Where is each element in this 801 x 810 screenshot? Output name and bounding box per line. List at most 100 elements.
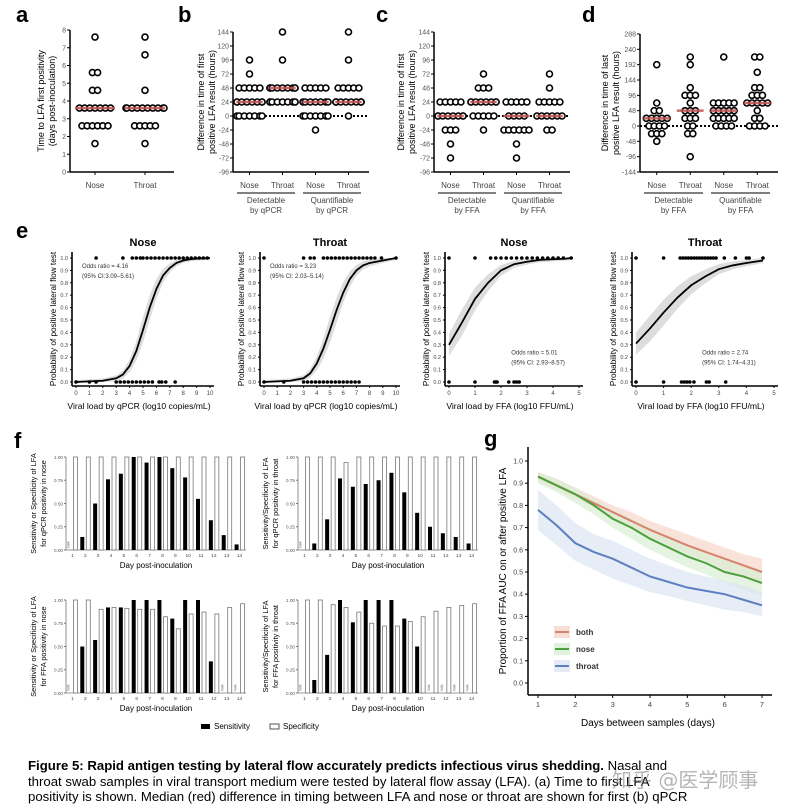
sensitivity-bar <box>157 457 162 550</box>
x-tick-label: 4 <box>110 553 113 559</box>
x-tick-label: 3 <box>115 391 119 397</box>
x-tick-label: 10 <box>185 553 191 559</box>
specificity-bar <box>137 608 143 694</box>
positive-point <box>634 256 638 260</box>
negative-point <box>114 380 118 384</box>
specificity-bar <box>188 456 194 551</box>
data-point <box>91 33 99 41</box>
data-point <box>258 112 266 120</box>
y-tick-label: 0.7 <box>248 293 256 299</box>
y-tick-label: 0.1 <box>620 368 628 374</box>
y-tick-label: 0.6 <box>60 306 68 312</box>
sensitivity-legend-label: Sensitivity <box>214 722 250 731</box>
x-tick-label: Throat <box>472 181 496 190</box>
sensitivity-bar <box>144 600 149 693</box>
x-tick-label: 6 <box>135 553 138 559</box>
y-tick-label: 24 <box>221 100 229 107</box>
x-tick-label: 13 <box>224 553 230 559</box>
x-tick-label: 4 <box>342 553 345 559</box>
logistic-plot-e2: 0.0 0.1 0.2 0.3 0.4 0.5 0.6 0.7 0.8 0.9 1.0 0 1 2 3 4 5 6… <box>237 237 400 411</box>
y-tick-label: 240 <box>624 47 636 54</box>
y-tick-label: 0.4 <box>433 330 441 336</box>
negative-point <box>142 380 147 384</box>
bar-plot-f1: 0.000.250.500.751.00N/A1 2 3 4 5 6 7 8 9 10 11 12 13… <box>29 453 246 570</box>
positive-point <box>394 256 398 260</box>
negative-point <box>126 380 131 384</box>
y-tick-label: 144 <box>217 30 229 37</box>
data-point <box>727 122 736 130</box>
negative-point <box>447 380 451 384</box>
y-tick-label: 1.0 <box>248 256 256 262</box>
line-plot-g: 0.0 0.1 0.2 0.3 0.4 0.5 0.6 0.7 0.8 0.9 1.0 1 2 3 4 5 6 7… <box>498 447 772 729</box>
data-point <box>490 112 498 120</box>
series-line-throat <box>537 509 763 607</box>
positive-point <box>197 256 202 260</box>
bar-plot-f4: 0.000.250.500.751.00N/A1 2 3 4 5 6 7 8 9 10N/A11N… <box>261 598 478 713</box>
sensitivity-bar <box>208 520 213 550</box>
plot-title: Nose <box>501 237 528 249</box>
data-point <box>652 60 661 69</box>
sensitivity-bar <box>402 618 407 693</box>
sensitivity-bar <box>363 600 368 693</box>
y-tick-label: -24 <box>219 128 229 135</box>
x-tick-label: 7 <box>380 553 383 559</box>
x-axis-label: Viral load by qPCR (log10 copies/mL) <box>67 401 210 411</box>
y-label-line1: Sensitivity or Specificity of LFA <box>29 453 38 554</box>
x-tick-label: 3 <box>329 696 332 702</box>
x-tick-label: 5 <box>123 553 126 559</box>
data-point <box>730 114 738 123</box>
positive-point <box>361 256 365 260</box>
data-point <box>479 126 488 134</box>
sensitivity-bar <box>144 462 149 550</box>
data-point <box>344 56 353 64</box>
x-tick-label: 2 <box>316 553 319 559</box>
y-tick-label: 96 <box>221 58 229 65</box>
y-tick-label: 0.5 <box>620 318 628 324</box>
data-point <box>730 99 738 107</box>
panel-letter-g: g <box>484 426 498 451</box>
sensitivity-bar <box>170 618 175 693</box>
sensitivity-bar <box>131 457 136 550</box>
x-tick-label: 11 <box>431 696 436 702</box>
y-tick-label: -144 <box>622 170 636 177</box>
y-tick-label: 0.1 <box>60 368 68 374</box>
odds-ratio-label: Odds ratio = 3.23 <box>270 264 317 270</box>
sensitivity-bar <box>453 536 458 550</box>
sensitivity-bar <box>196 498 200 550</box>
positive-point <box>201 256 206 260</box>
x-tick-label: 0 <box>262 391 266 397</box>
specificity-bar <box>459 456 465 551</box>
x-tick-label: 14 <box>237 696 243 702</box>
y-label-line2: for qPCR positivity in throat <box>271 459 280 549</box>
y-tick-label: 288 <box>624 32 636 39</box>
specificity-bar <box>382 456 387 551</box>
figure-caption: Figure 5: Rapid antigen testing by later… <box>28 758 798 810</box>
x-tick-label: 8 <box>182 391 186 397</box>
legend-label-throat: throat <box>576 662 599 671</box>
specificity-bar <box>420 616 426 694</box>
positive-point <box>494 256 498 260</box>
sensitivity-bar <box>338 600 342 693</box>
y-tick-label: 0.8 <box>620 281 628 287</box>
specificity-bar <box>227 607 233 694</box>
x-tick-label: 6 <box>723 700 727 709</box>
sensitivity-bar <box>415 512 420 550</box>
x-tick-label: 7 <box>148 553 151 559</box>
y-axis-label: Probability of positive lateral flow tes… <box>609 251 618 386</box>
data-point <box>545 70 554 78</box>
positive-point <box>661 256 666 260</box>
x-tick-label: 1 <box>71 696 74 702</box>
na-label: N/A <box>297 684 302 691</box>
x-tick-label: 6 <box>155 391 159 397</box>
negative-point <box>707 380 711 384</box>
x-tick-label: Nose <box>86 181 105 190</box>
positive-point <box>530 256 534 260</box>
specificity-bar <box>369 622 375 694</box>
x-tick-label: 1 <box>303 696 306 702</box>
sensitivity-bar <box>106 479 110 550</box>
positive-point <box>262 256 266 260</box>
positive-point <box>157 256 161 260</box>
data-point <box>753 106 762 115</box>
x-tick-label: 1 <box>71 553 74 559</box>
y-tick-label: -72 <box>420 156 430 163</box>
